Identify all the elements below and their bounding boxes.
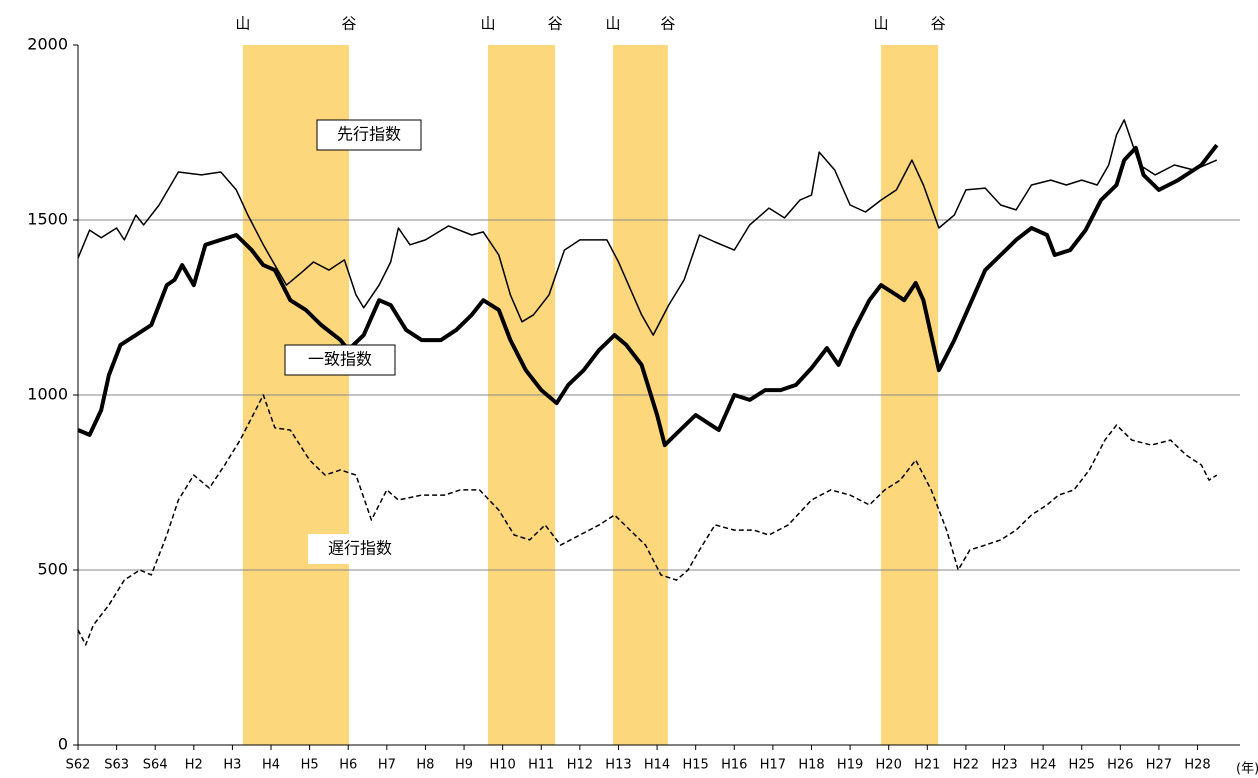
x-tick-label: H15: [683, 758, 709, 773]
trough-label: 谷: [931, 15, 946, 33]
x-tick-label: H13: [605, 758, 631, 773]
x-tick-label: H23: [991, 758, 1017, 773]
x-tick-label: S63: [104, 758, 129, 773]
x-tick-label: H22: [953, 758, 979, 773]
series-label: 一致指数: [308, 350, 372, 369]
series-label: 遅行指数: [328, 539, 392, 558]
x-tick-label: H17: [760, 758, 786, 773]
peak-label: 山: [873, 15, 888, 33]
annotation-box: [284, 344, 396, 376]
x-tick-label: H16: [721, 758, 747, 773]
series-line: [77, 394, 1218, 646]
series-label: 先行指数: [337, 125, 401, 144]
x-tick-label: H20: [876, 758, 902, 773]
x-tick-label: H2: [185, 758, 203, 773]
x-tick-label: H27: [1146, 758, 1172, 773]
x-tick-label: H11: [528, 758, 554, 773]
x-tick-label: H9: [455, 758, 473, 773]
y-tick-label: 500: [37, 560, 68, 579]
peak-label: 山: [480, 15, 495, 33]
x-tick-label: H18: [798, 758, 824, 773]
x-tick-label: H5: [301, 758, 319, 773]
x-tick-label: H28: [1184, 758, 1210, 773]
label-layer: 山 谷 山 谷 山 谷 山 谷 0 500 1000 1500 2000 S62 S63 S64 H2 H3 H4 H…: [27, 15, 1258, 777]
x-tick-label: H7: [378, 758, 396, 773]
x-tick-label: H25: [1069, 758, 1095, 773]
x-tick-label: H26: [1107, 758, 1133, 773]
peak-label: 山: [606, 15, 621, 33]
x-tick-label: H21: [914, 758, 940, 773]
trough-label: 谷: [341, 15, 356, 33]
y-tick-label: 0: [58, 735, 68, 754]
x-tick-label: H8: [416, 758, 434, 773]
peak-label: 山: [235, 15, 250, 33]
trough-label: 谷: [660, 15, 675, 33]
x-tick-label: H10: [489, 758, 515, 773]
x-tick-label: H3: [223, 758, 241, 773]
y-tick-label: 1000: [27, 385, 68, 404]
x-tick-label: H24: [1030, 758, 1056, 773]
series-line: [77, 119, 1218, 336]
annotation-box: [308, 534, 412, 564]
grid-layer: [78, 219, 1240, 571]
series-line: [77, 143, 1219, 448]
x-tick-label: H4: [262, 758, 280, 773]
axis-layer: [73, 44, 1240, 750]
x-tick-label: H19: [837, 758, 863, 773]
x-tick-label: S62: [66, 758, 91, 773]
x-tick-label: H14: [644, 758, 670, 773]
y-tick-label: 1500: [27, 210, 68, 229]
annotation-box: [316, 119, 422, 151]
x-tick-label: H6: [339, 758, 357, 773]
x-tick-label: S64: [143, 758, 168, 773]
x-tick-label: H12: [567, 758, 593, 773]
line-layer: [77, 119, 1219, 646]
trough-label: 谷: [548, 15, 563, 33]
y-tick-label: 2000: [27, 35, 68, 54]
x-axis-label: (年): [1236, 762, 1258, 777]
